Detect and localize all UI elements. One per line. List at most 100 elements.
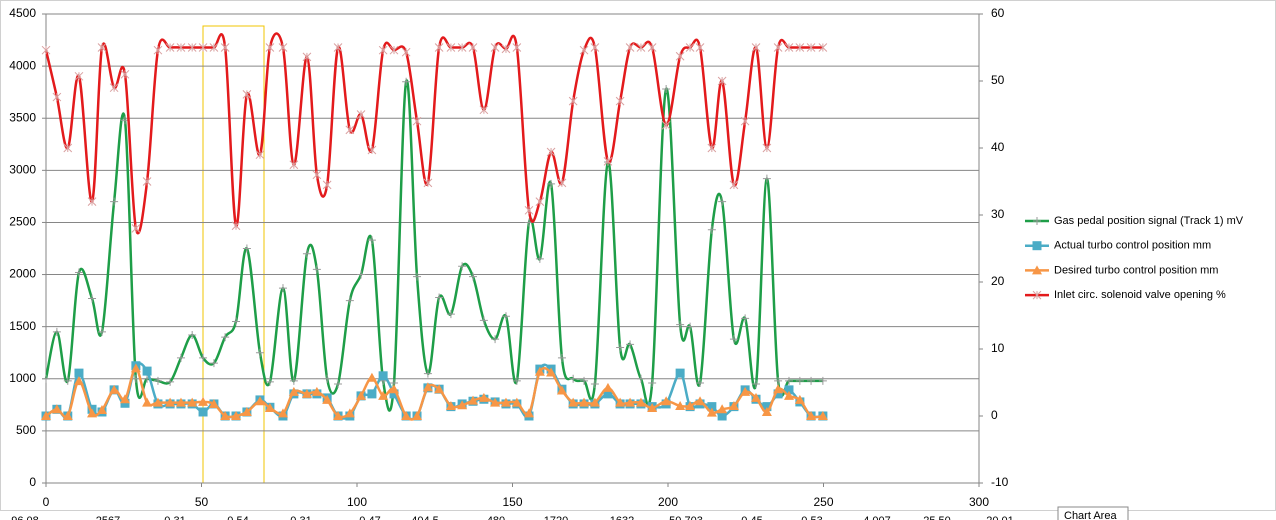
point-marker [265, 43, 275, 52]
sheet-cell: 0.53 [801, 515, 822, 520]
sheet-cell: 25.50 [923, 515, 951, 520]
point-marker [401, 47, 411, 57]
point-marker [412, 411, 423, 420]
sheet-cell: 0.31 [164, 515, 185, 520]
point-marker [445, 400, 456, 410]
point-marker [366, 372, 377, 382]
point-marker [289, 376, 298, 385]
point-marker [109, 384, 120, 394]
point-marker [535, 197, 545, 206]
point-marker [175, 397, 186, 407]
y2-tick-label: 20 [991, 274, 1005, 288]
sheet-cell: 0.47 [359, 515, 380, 520]
point-marker [795, 376, 804, 385]
y2-tick-label: 10 [991, 341, 1005, 355]
point-marker [534, 366, 545, 376]
point-marker [52, 327, 61, 336]
point-marker [323, 374, 332, 383]
point-marker [806, 43, 816, 52]
point-marker [685, 43, 695, 52]
point-marker [120, 69, 130, 79]
point-marker [41, 45, 51, 55]
point-marker [752, 379, 761, 388]
point-marker [378, 45, 388, 55]
point-marker [661, 396, 672, 406]
point-marker [729, 335, 738, 344]
point-marker [322, 180, 332, 190]
point-marker [176, 43, 186, 52]
x-tick-label: 100 [347, 495, 367, 509]
point-marker [301, 388, 312, 398]
point-marker [378, 390, 389, 400]
y-tick-label: 0 [29, 475, 36, 489]
point-marker [616, 343, 625, 352]
point-marker [661, 120, 671, 130]
point-marker [636, 43, 646, 52]
point-marker [695, 396, 706, 406]
point-marker [254, 396, 265, 406]
point-marker [51, 404, 62, 414]
point-marker [479, 105, 489, 115]
point-marker [635, 397, 646, 407]
y-tick-label: 3000 [9, 163, 36, 177]
y-tick-label: 2500 [9, 215, 36, 229]
point-marker [265, 377, 274, 386]
point-marker [176, 353, 185, 362]
point-marker [120, 398, 130, 408]
y-tick-label: 3500 [9, 110, 36, 124]
point-marker [97, 327, 106, 336]
point-marker [523, 408, 534, 418]
point-marker [718, 197, 727, 206]
point-marker [717, 76, 727, 86]
point-marker [626, 340, 635, 349]
point-marker [685, 400, 696, 410]
sheet-cell: 20.01 [986, 515, 1014, 520]
point-marker [807, 376, 816, 385]
point-marker [401, 411, 412, 420]
point-marker [264, 402, 275, 412]
point-marker [302, 249, 311, 258]
point-marker [42, 374, 50, 383]
point-marker [435, 293, 444, 302]
point-marker [73, 376, 84, 386]
sheet-cell: 96.08 [11, 515, 39, 520]
sheet-cell: 50.703 [669, 515, 703, 520]
point-marker [153, 376, 162, 385]
point-marker [579, 397, 590, 407]
point-marker [662, 85, 671, 94]
point-marker [707, 402, 717, 412]
point-marker [334, 379, 343, 388]
sheet-cell: 404.5 [411, 515, 439, 520]
point-marker [762, 402, 772, 412]
point-marker [490, 397, 501, 407]
point-marker [457, 43, 467, 52]
point-marker [556, 385, 567, 395]
point-marker [187, 43, 197, 52]
point-marker [389, 45, 399, 55]
point-marker [142, 366, 152, 376]
point-marker [784, 376, 793, 385]
point-marker [458, 262, 467, 271]
x-tick-label: 150 [502, 495, 522, 509]
point-marker [774, 376, 783, 385]
point-marker [87, 408, 98, 418]
point-marker [152, 397, 163, 407]
sheet-cell: 2567 [96, 515, 120, 520]
point-marker [707, 143, 717, 153]
point-marker [717, 404, 728, 414]
point-marker [231, 411, 242, 420]
point-marker [762, 174, 771, 183]
point-marker [761, 406, 772, 416]
tooltip-box [1057, 506, 1129, 520]
point-marker [188, 331, 197, 340]
point-marker [367, 236, 376, 245]
legend-marker [1033, 217, 1041, 225]
x-tick-label: 200 [658, 495, 678, 509]
point-marker [795, 43, 805, 52]
point-marker [524, 205, 534, 215]
point-marker [603, 389, 613, 399]
point-marker [423, 369, 432, 378]
sheet-cell: 480 [487, 515, 505, 520]
point-marker [110, 197, 119, 206]
